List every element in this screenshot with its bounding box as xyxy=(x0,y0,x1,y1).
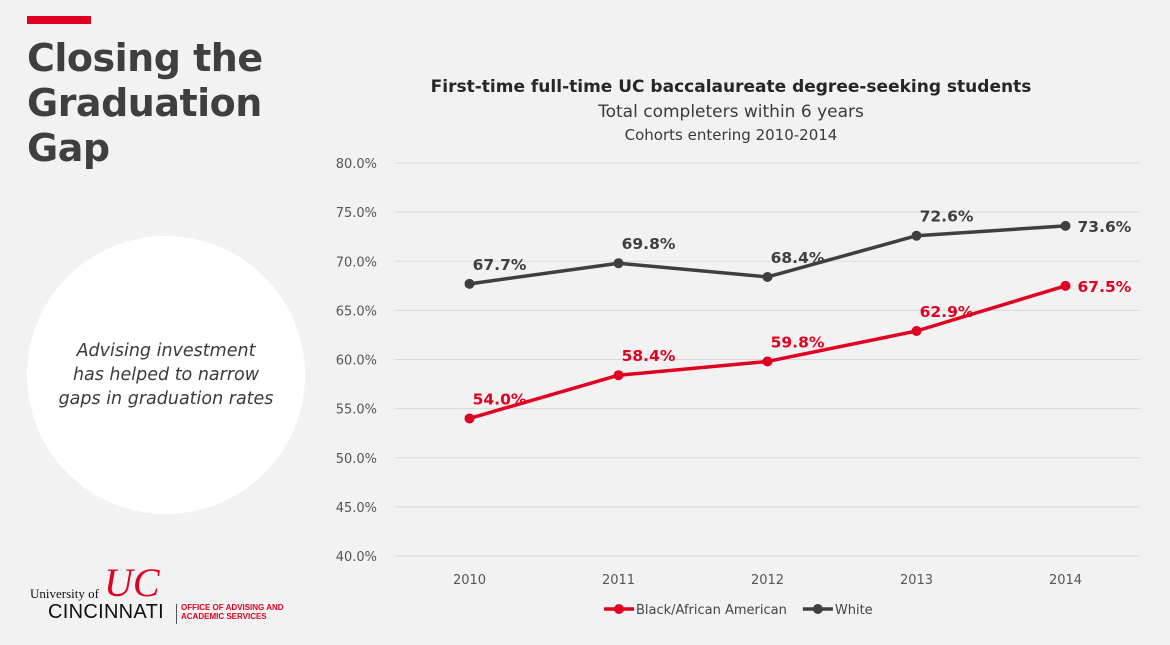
slide-title-line-1: Closing the xyxy=(27,36,263,80)
data-label: 72.6% xyxy=(920,208,974,226)
data-label: 69.8% xyxy=(622,235,676,253)
y-tick-label: 80.0% xyxy=(336,157,377,172)
data-label: 54.0% xyxy=(473,390,527,408)
chart-subtitle: Total completers within 6 years xyxy=(597,102,864,122)
chart-subtitle-cohorts: Cohorts entering 2010-2014 xyxy=(625,126,838,144)
data-point xyxy=(911,326,922,337)
data-label: 62.9% xyxy=(920,303,974,321)
y-tick-label: 75.0% xyxy=(336,206,377,221)
logo-cincinnati: CINCINNATI xyxy=(48,601,164,623)
data-point xyxy=(1060,280,1071,291)
y-tick-label: 50.0% xyxy=(336,452,377,467)
chart-title: First-time full-time UC baccalaureate de… xyxy=(431,77,1032,97)
callout-line-1: Advising investment xyxy=(76,341,256,361)
data-point xyxy=(613,258,624,269)
logo-office-line-1: OFFICE OF ADVISING AND xyxy=(181,603,284,612)
slide-title-line-3: Gap xyxy=(27,126,110,170)
uc-logo-letters: UC xyxy=(104,560,160,602)
logo-office-name: OFFICE OF ADVISING AND ACADEMIC SERVICES xyxy=(181,603,284,621)
data-label: 68.4% xyxy=(771,249,825,267)
callout-text: Advising investment has helped to narrow… xyxy=(51,339,281,411)
data-label: 67.5% xyxy=(1078,278,1132,296)
y-tick-label: 55.0% xyxy=(336,403,377,418)
callout-line-3: gaps in graduation rates xyxy=(58,389,274,409)
data-point xyxy=(1060,220,1071,231)
data-point xyxy=(464,278,475,289)
y-tick-label: 60.0% xyxy=(336,354,377,369)
legend-label: White xyxy=(835,603,873,618)
x-tick-label: 2010 xyxy=(453,573,486,588)
x-tick-label: 2013 xyxy=(900,573,933,588)
data-point xyxy=(613,370,624,381)
y-tick-label: 65.0% xyxy=(336,304,377,319)
callout-circle: Advising investment has helped to narrow… xyxy=(27,236,305,514)
legend-marker xyxy=(812,604,823,614)
y-tick-label: 45.0% xyxy=(336,501,377,516)
legend-marker xyxy=(614,604,624,614)
y-tick-label: 70.0% xyxy=(336,255,377,270)
data-label: 59.8% xyxy=(771,333,825,351)
accent-bar xyxy=(27,16,91,24)
data-label: 67.7% xyxy=(473,256,527,274)
slide-title: Closing the Graduation Gap xyxy=(27,36,307,171)
y-tick-label: 40.0% xyxy=(336,550,377,565)
x-tick-label: 2014 xyxy=(1049,573,1082,588)
slide-title-line-2: Graduation xyxy=(27,81,262,125)
callout-line-2: has helped to narrow xyxy=(72,365,260,385)
x-tick-label: 2011 xyxy=(602,573,635,588)
data-point xyxy=(762,271,773,282)
legend-label: Black/African American xyxy=(636,603,787,618)
data-point xyxy=(762,356,773,367)
data-label: 58.4% xyxy=(622,347,676,365)
logo-divider xyxy=(176,604,177,624)
logo-university-of: University of xyxy=(30,586,99,601)
data-point xyxy=(464,413,475,424)
data-point xyxy=(911,230,922,241)
uc-logo-mark: UC xyxy=(104,560,160,602)
university-logo: UC University of CINCINNATI OFFICE OF AD… xyxy=(30,558,320,628)
x-tick-label: 2012 xyxy=(751,573,784,588)
logo-office-line-2: ACADEMIC SERVICES xyxy=(181,612,267,621)
data-label: 73.6% xyxy=(1078,218,1132,236)
series-line xyxy=(469,284,1067,421)
